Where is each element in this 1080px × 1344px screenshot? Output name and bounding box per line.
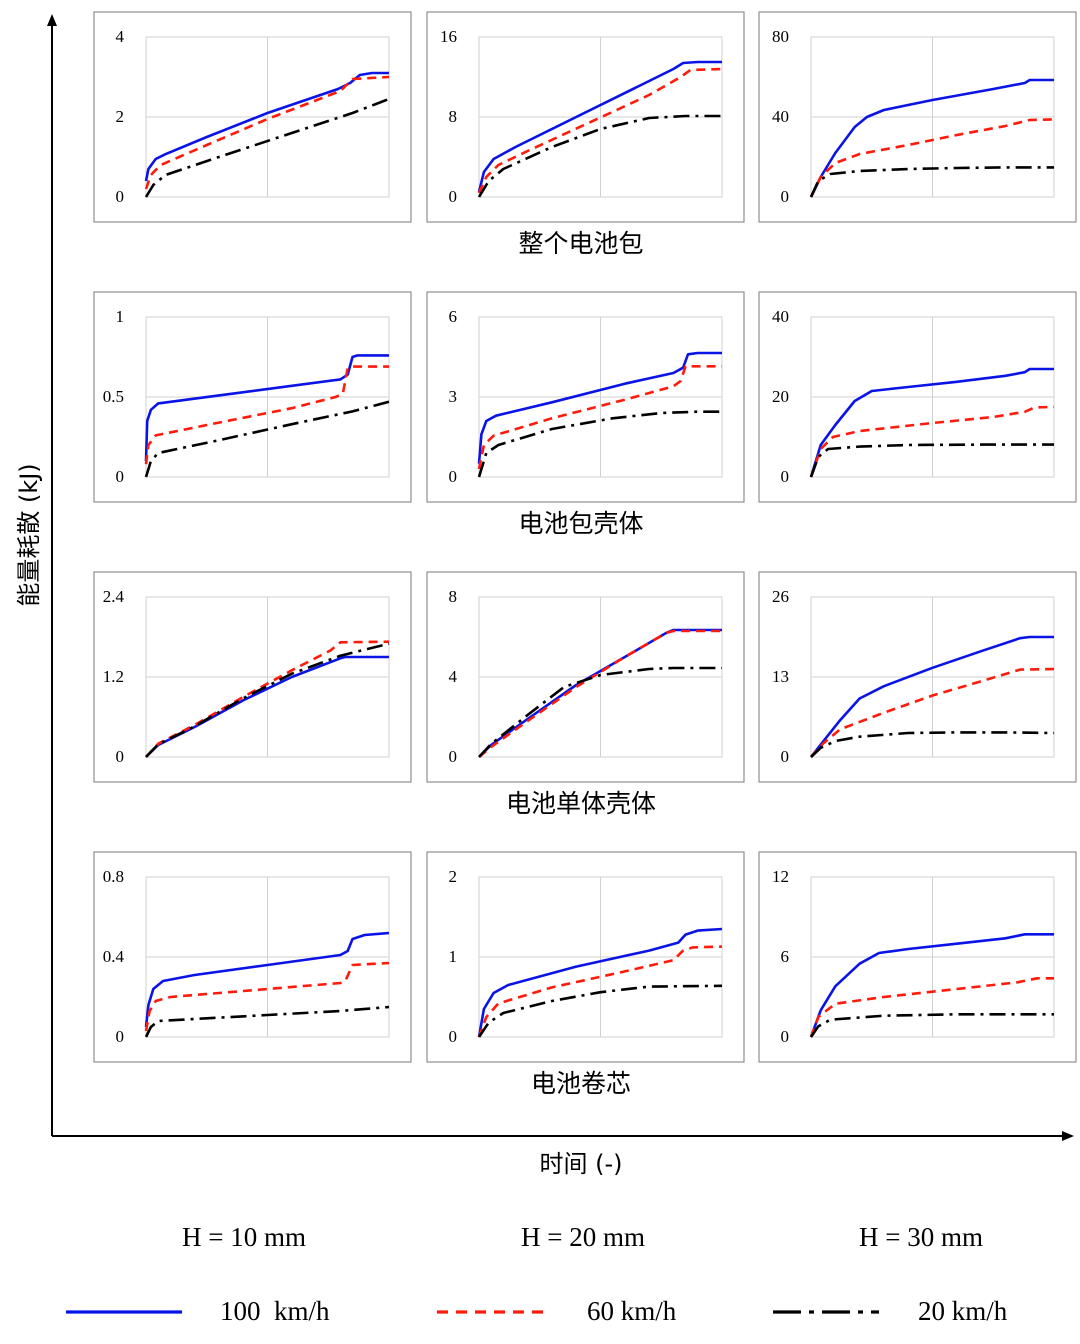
- series-line-20kmh: [144, 1005, 390, 1038]
- series-line-20kmh: [477, 410, 722, 478]
- panel-r3-c1: 0 1.2 2.4: [93, 571, 412, 783]
- y-tick-label: 1: [116, 307, 125, 326]
- series-line-60kmh: [145, 640, 390, 758]
- series-line-100kmh: [809, 367, 1054, 478]
- y-tick-label: 3: [449, 387, 458, 406]
- y-tick-label: 2.4: [103, 587, 125, 606]
- y-tick-label: 0: [781, 467, 790, 486]
- y-tick-label: 8: [449, 107, 458, 126]
- series-line-60kmh: [477, 945, 723, 1038]
- y-tick-label: 0: [116, 467, 125, 486]
- panel-r2-c1: 00.51: [93, 291, 412, 503]
- series-line-60kmh: [478, 629, 722, 759]
- panel-grid: 02408160408000.510360204001.22.404801326…: [93, 11, 1077, 1063]
- y-tick-label: 6: [449, 307, 458, 326]
- row-title-4: 电池卷芯: [531, 1069, 631, 1098]
- series-line-100kmh: [809, 933, 1054, 1038]
- y-tick-label: 1: [449, 947, 458, 966]
- y-tick-label: 20: [772, 387, 789, 406]
- series-line-60kmh: [809, 405, 1055, 478]
- series-line-20kmh: [478, 666, 722, 758]
- row-title-3: 电池单体壳体: [506, 789, 656, 818]
- y-tick-label: 80: [772, 27, 789, 46]
- panel-r4-c3: 0 6 12: [758, 851, 1077, 1063]
- series-line-60kmh: [144, 75, 390, 190]
- series-line-20kmh: [810, 731, 1055, 758]
- series-line-20kmh: [477, 984, 723, 1038]
- series-line-20kmh: [145, 642, 390, 758]
- y-tick-label: 0: [781, 1027, 790, 1046]
- column-label-h10: H = 10 mm: [182, 1222, 306, 1252]
- series-line-100kmh: [477, 60, 722, 193]
- legend-label-100kmh: 100 km/h: [220, 1296, 330, 1326]
- y-tick-label: 0: [781, 747, 790, 766]
- series-line-100kmh: [144, 71, 389, 182]
- series-line-20kmh: [477, 114, 722, 198]
- panel-r1-c2: 0 8 16: [426, 11, 745, 223]
- y-tick-label: 0.8: [103, 867, 124, 886]
- y-tick-label: 8: [449, 587, 458, 606]
- series-line-100kmh: [809, 635, 1054, 758]
- y-tick-label: 40: [772, 307, 789, 326]
- panel-r3-c2: 0 4 8: [426, 571, 745, 783]
- y-tick-label: 2: [116, 107, 125, 126]
- series-line-60kmh: [809, 977, 1054, 1038]
- y-tick-label: 0.5: [103, 387, 124, 406]
- y-tick-label: 13: [772, 667, 789, 686]
- column-label-h20: H = 20 mm: [521, 1222, 645, 1252]
- series-line-60kmh: [144, 961, 390, 1032]
- y-tick-label: 0: [449, 467, 458, 486]
- legend-label-60kmh: 60 km/h: [587, 1296, 677, 1326]
- series-line-100kmh: [809, 78, 1054, 198]
- y-tick-label: 0: [449, 1027, 458, 1046]
- y-tick-label: 4: [116, 27, 125, 46]
- series-line-100kmh: [477, 927, 723, 1038]
- series-line-20kmh: [809, 443, 1054, 478]
- y-tick-label: 26: [772, 587, 789, 606]
- series-line-100kmh: [144, 354, 389, 462]
- y-tick-label: 0.4: [103, 947, 125, 966]
- y-tick-label: 40: [772, 107, 789, 126]
- panel-r4-c2: 0 1 2: [426, 851, 745, 1063]
- series-line-60kmh: [477, 67, 723, 194]
- column-label-h30: H = 30 mm: [859, 1222, 983, 1252]
- y-tick-label: 1.2: [103, 667, 124, 686]
- panel-r2-c2: 0 3 6: [426, 291, 745, 503]
- series-line-20kmh: [144, 97, 390, 198]
- series-line-20kmh: [144, 400, 390, 478]
- y-tick-label: 16: [440, 27, 457, 46]
- row-title-2: 电池包壳体: [518, 509, 643, 538]
- y-tick-label: 0: [116, 1027, 125, 1046]
- series-line-100kmh: [144, 931, 390, 1028]
- panel-r3-c3: 0 13 26: [758, 571, 1077, 783]
- panel-r4-c1: 0 0.4 0.8: [93, 851, 412, 1063]
- y-tick-label: 2: [449, 867, 458, 886]
- y-tick-label: 0: [116, 187, 125, 206]
- y-tick-label: 0: [781, 187, 790, 206]
- series-line-100kmh: [477, 351, 722, 464]
- series-line-20kmh: [809, 1013, 1054, 1038]
- series-line-60kmh: [477, 365, 722, 470]
- x-axis-title: 时间 (-): [539, 1150, 622, 1178]
- y-tick-label: 0: [116, 747, 125, 766]
- y-tick-label: 0: [449, 747, 458, 766]
- y-tick-label: 0: [449, 187, 458, 206]
- panel-r1-c1: 0 2 4: [93, 11, 412, 223]
- legend: 100 km/h 60 km/h 20 km/h: [66, 1296, 1008, 1326]
- series-line-20kmh: [809, 166, 1054, 198]
- row-title-1: 整个电池包: [518, 229, 643, 258]
- panel-r1-c3: 0 40 80: [758, 11, 1077, 223]
- series-line-60kmh: [810, 667, 1055, 758]
- y-tick-label: 12: [772, 867, 789, 886]
- column-labels: H = 10 mm H = 20 mm H = 30 mm: [182, 1222, 983, 1252]
- y-tick-label: 4: [449, 667, 458, 686]
- legend-label-20kmh: 20 km/h: [918, 1296, 1008, 1326]
- y-axis-title: 能量耗散 (kJ): [15, 463, 43, 606]
- panel-r2-c3: 0 20 40: [758, 291, 1077, 503]
- series-line-60kmh: [809, 118, 1055, 198]
- y-tick-label: 6: [781, 947, 790, 966]
